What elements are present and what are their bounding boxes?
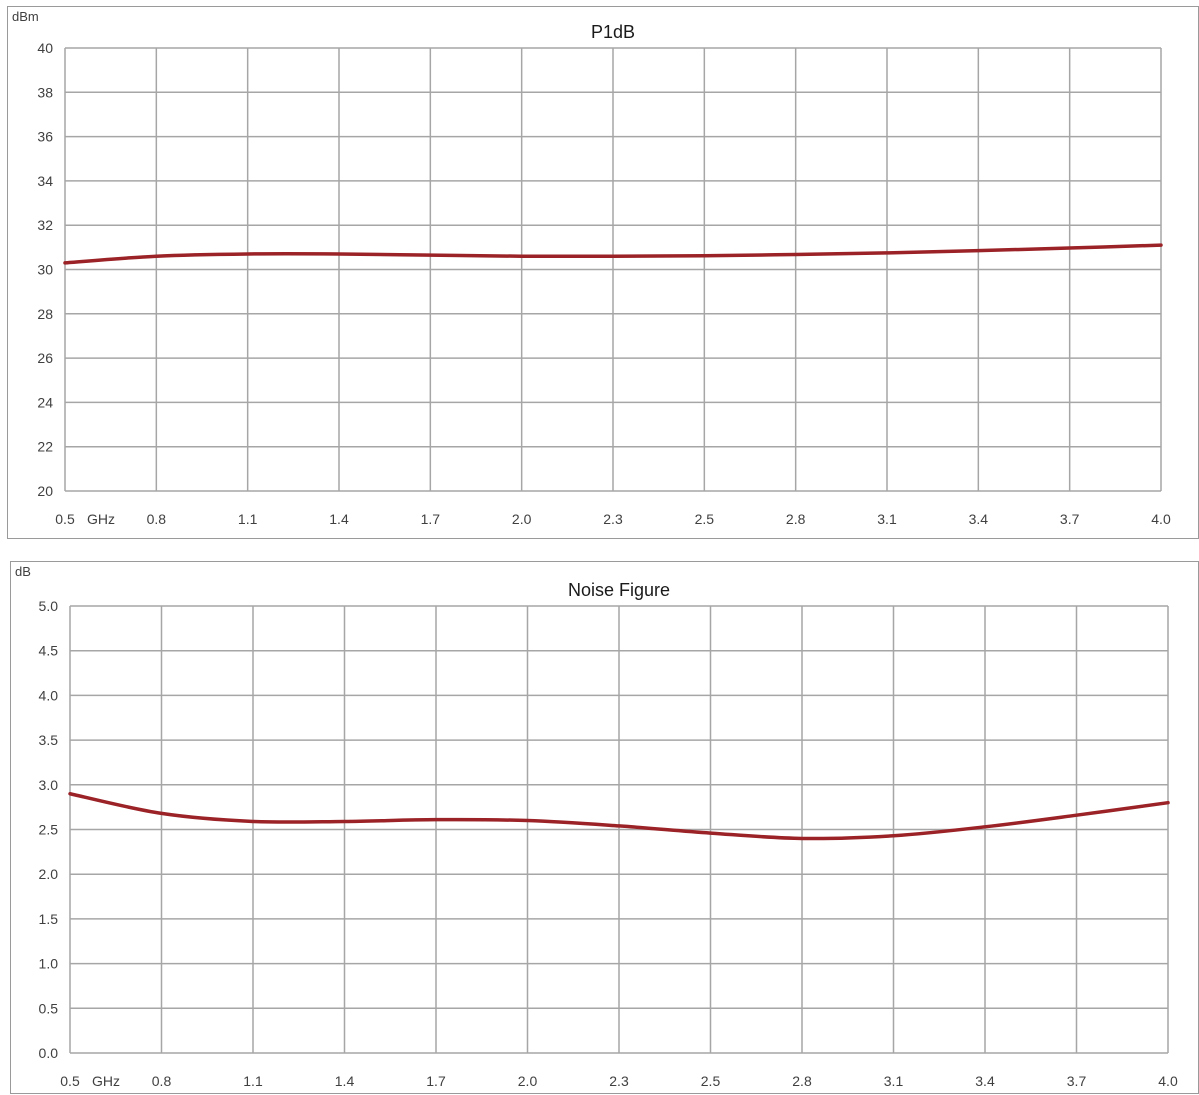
p1db-x-tick-label: 2.5 [695,511,715,527]
noise-figure-x-tick-label: 1.7 [426,1073,446,1089]
p1db-y-tick-label: 22 [37,439,53,455]
noise-figure-y-tick-label: 3.5 [39,732,59,748]
p1db-y-tick-label: 34 [37,173,53,189]
noise-figure-y-tick-label: 5.0 [39,598,59,614]
p1db-y-tick-label: 26 [37,350,53,366]
p1db-y-tick-label: 30 [37,262,53,278]
p1db-x-tick-label: 4.0 [1151,511,1171,527]
p1db-y-unit-label: dBm [12,9,39,24]
noise-figure-chart: Noise Figure dB 5.0 4.5 4.0 3.5 3.0 2.5 2.0 1.5 1.… [15,564,1178,1089]
p1db-x-tick-label: 3.7 [1060,511,1080,527]
noise-figure-title: Noise Figure [568,580,670,600]
p1db-y-tick-label: 38 [37,84,53,100]
noise-figure-x-tick-label: 3.1 [884,1073,904,1089]
noise-figure-x-tick-label: 1.4 [335,1073,355,1089]
noise-figure-x-tick-label: 2.3 [609,1073,629,1089]
noise-figure-y-tick-label: 4.5 [39,643,59,659]
p1db-y-tick-label: 28 [37,306,53,322]
noise-figure-x-tick-label: 2.8 [792,1073,812,1089]
noise-figure-y-tick-label: 0.5 [39,1000,59,1016]
noise-figure-x-unit-label: GHz [92,1073,120,1089]
p1db-chart: P1dB dBm 40 38 36 34 32 30 28 26 24 22 200.5 0.8 1.1 1.… [12,9,1171,527]
p1db-x-tick-label: 1.1 [238,511,258,527]
p1db-y-tick-label: 20 [37,483,53,499]
noise-figure-x-tick-label: 0.8 [152,1073,172,1089]
noise-figure-x-tick-label: 0.5 [60,1073,80,1089]
noise-figure-x-tick-label: 4.0 [1158,1073,1178,1089]
p1db-title: P1dB [591,22,635,42]
noise-figure-y-tick-label: 4.0 [39,687,59,703]
p1db-x-tick-label: 0.5 [55,511,75,527]
p1db-x-tick-label: 2.3 [603,511,623,527]
noise-figure-x-tick-label: 2.0 [518,1073,538,1089]
p1db-x-tick-label: 2.8 [786,511,806,527]
noise-figure-y-tick-label: 0.0 [39,1045,59,1061]
p1db-y-tick-label: 36 [37,129,53,145]
noise-figure-chart-panel: Noise Figure dB 5.0 4.5 4.0 3.5 3.0 2.5 2.0 1.5 1.… [10,561,1199,1094]
noise-figure-x-tick-label: 1.1 [243,1073,263,1089]
noise-figure-y-tick-label: 2.0 [39,866,59,882]
p1db-y-tick-label: 24 [37,394,53,410]
noise-figure-y-unit-label: dB [15,564,31,579]
p1db-x-tick-label: 2.0 [512,511,532,527]
p1db-chart-panel: P1dB dBm 40 38 36 34 32 30 28 26 24 22 20 0.5 0.8 1.1 1.… [7,6,1199,539]
noise-figure-y-tick-label: 1.0 [39,956,59,972]
p1db-x-tick-label: 1.7 [421,511,441,527]
noise-figure-series-line [68,791,1170,841]
noise-figure-y-tick-label: 2.5 [39,822,59,838]
p1db-x-tick-label: 1.4 [329,511,349,527]
p1db-x-tick-label: 3.4 [969,511,989,527]
p1db-x-unit-label: GHz [87,511,115,527]
p1db-y-tick-label: 32 [37,217,53,233]
p1db-y-tick-label: 40 [37,40,53,56]
noise-figure-x-tick-label: 2.5 [701,1073,721,1089]
p1db-x-tick-label: 0.8 [147,511,167,527]
noise-figure-y-tick-label: 1.5 [39,911,59,927]
noise-figure-y-tick-label: 3.0 [39,777,59,793]
noise-figure-x-tick-label: 3.4 [975,1073,995,1089]
p1db-x-tick-label: 3.1 [877,511,897,527]
noise-figure-x-tick-label: 3.7 [1067,1073,1087,1089]
p1db-series-line [63,243,1163,265]
